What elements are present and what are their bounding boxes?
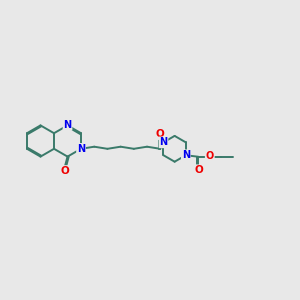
Text: N: N [77, 144, 85, 154]
Text: O: O [194, 165, 203, 175]
Text: O: O [206, 151, 214, 161]
Text: O: O [60, 166, 69, 176]
Text: N: N [159, 137, 167, 147]
Text: O: O [156, 129, 165, 139]
Text: N: N [182, 150, 190, 160]
Text: N: N [64, 120, 72, 130]
